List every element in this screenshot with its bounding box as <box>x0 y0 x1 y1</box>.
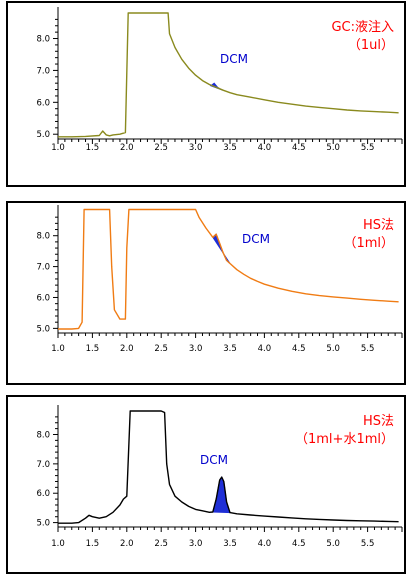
x-tick-label: 3.0 <box>189 344 203 354</box>
x-tick-label: 3.5 <box>223 344 237 354</box>
y-tick-label: 6.0 <box>36 489 50 499</box>
x-tick-label: 4.5 <box>292 143 306 153</box>
x-tick-label: 3.0 <box>189 539 203 549</box>
x-tick-label: 3.0 <box>189 143 203 153</box>
panel-border <box>6 1 406 187</box>
panel-title-line: HS法 <box>363 414 394 429</box>
chromatogram-svg: 1.0 1.5 2.0 2.5 3.0 3.5 4.0 4.5 5.0 5.5 5.0 6.0 7.0 8… <box>6 1 406 187</box>
x-tick-label: 2.0 <box>120 143 134 153</box>
panel-title-line: （1ul） <box>348 38 394 53</box>
y-tick-label: 5.0 <box>36 130 50 140</box>
dcm-peak-area <box>212 476 231 514</box>
x-tick-label: 5.5 <box>361 539 375 549</box>
panel-title-line: （1ml） <box>343 236 394 251</box>
x-tick-label: 4.0 <box>258 539 272 549</box>
x-tick-label: 2.5 <box>154 344 168 354</box>
chromatogram-trace <box>58 208 399 330</box>
y-tick-label: 8.0 <box>36 430 50 440</box>
y-tick-label: 8.0 <box>36 232 50 242</box>
y-tick-label: 8.0 <box>36 35 50 45</box>
x-tick-label: 1.0 <box>51 143 65 153</box>
chromatogram-trace <box>58 12 399 138</box>
panel-title-line: GC:液注入 <box>331 20 394 35</box>
chromatogram-svg: 1.0 1.5 2.0 2.5 3.0 3.5 4.0 4.5 5.0 5.5 5.0 6.0 7.0 8… <box>6 201 406 385</box>
dcm-peak-label: DCM <box>220 52 248 66</box>
dcm-peak-label: DCM <box>200 453 228 467</box>
x-tick-label: 5.0 <box>326 539 340 549</box>
chromatogram-svg: 1.0 1.5 2.0 2.5 3.0 3.5 4.0 4.5 5.0 5.5 5.0 6.0 7.0 8… <box>6 395 406 574</box>
y-tick-label: 7.0 <box>36 263 50 273</box>
y-tick-label: 7.0 <box>36 66 50 76</box>
x-tick-label: 5.0 <box>326 143 340 153</box>
x-tick-label: 4.5 <box>292 344 306 354</box>
x-tick-label: 5.0 <box>326 344 340 354</box>
x-tick-label: 1.5 <box>86 344 100 354</box>
chromatogram-panel-gc-liquid-injection: 1.0 1.5 2.0 2.5 3.0 3.5 4.0 4.5 5.0 5.5 5.0 6.0 7.0 8… <box>6 1 406 187</box>
panel-title-line: HS法 <box>363 218 394 233</box>
dcm-peak-label: DCM <box>242 232 270 246</box>
x-tick-label: 4.0 <box>258 344 272 354</box>
x-tick-label: 1.5 <box>86 143 100 153</box>
y-tick-label: 5.0 <box>36 324 50 334</box>
x-tick-label: 3.5 <box>223 539 237 549</box>
panel-border <box>6 201 406 385</box>
chromatogram-panel-hs-1ml-water: 1.0 1.5 2.0 2.5 3.0 3.5 4.0 4.5 5.0 5.5 5.0 6.0 7.0 8… <box>6 395 406 574</box>
y-tick-label: 6.0 <box>36 293 50 303</box>
y-tick-label: 7.0 <box>36 460 50 470</box>
x-tick-label: 2.0 <box>120 344 134 354</box>
panel-border <box>6 395 406 574</box>
y-tick-label: 6.0 <box>36 98 50 108</box>
panel-title-line: （1ml+水1ml） <box>295 432 394 447</box>
chromatogram-trace <box>58 410 399 524</box>
x-tick-label: 4.5 <box>292 539 306 549</box>
x-tick-label: 2.0 <box>120 539 134 549</box>
x-tick-label: 1.5 <box>86 539 100 549</box>
x-tick-label: 5.5 <box>361 344 375 354</box>
x-tick-label: 1.0 <box>51 344 65 354</box>
x-tick-label: 3.5 <box>223 143 237 153</box>
chromatogram-panel-hs-1ml: 1.0 1.5 2.0 2.5 3.0 3.5 4.0 4.5 5.0 5.5 5.0 6.0 7.0 8… <box>6 201 406 385</box>
x-tick-label: 5.5 <box>361 143 375 153</box>
y-tick-label: 5.0 <box>36 519 50 529</box>
x-tick-label: 2.5 <box>154 539 168 549</box>
x-tick-label: 4.0 <box>258 143 272 153</box>
x-tick-label: 2.5 <box>154 143 168 153</box>
x-tick-label: 1.0 <box>51 539 65 549</box>
